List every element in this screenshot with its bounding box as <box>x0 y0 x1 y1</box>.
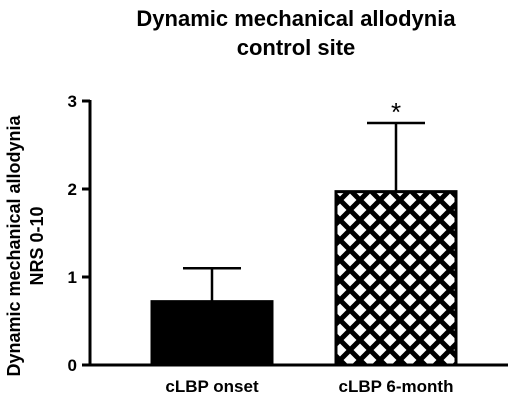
x-category-label: cLBP 6-month <box>339 377 454 396</box>
bar <box>150 300 274 367</box>
significance-asterisk: * <box>391 97 401 127</box>
x-category-label: cLBP onset <box>165 377 259 396</box>
y-tick-label: 3 <box>68 92 77 111</box>
bars <box>150 190 458 367</box>
error-bars <box>183 121 425 302</box>
y-axis-label-line-2: NRS 0-10 <box>27 206 47 285</box>
y-tick-label: 1 <box>68 268 77 287</box>
y-axis-ticks: 0 1 2 3 <box>68 92 90 375</box>
y-tick-label: 0 <box>68 356 77 375</box>
chart-title-line-1: Dynamic mechanical allodynia <box>136 6 456 31</box>
chart-title-line-2: control site <box>237 35 356 60</box>
bar <box>334 190 458 367</box>
y-tick-label: 2 <box>68 180 77 199</box>
y-axis-label-line-1: Dynamic mechanical allodynia <box>4 114 24 376</box>
x-axis-categories: cLBP onset cLBP 6-month <box>165 377 453 396</box>
annotations: * <box>391 97 401 127</box>
